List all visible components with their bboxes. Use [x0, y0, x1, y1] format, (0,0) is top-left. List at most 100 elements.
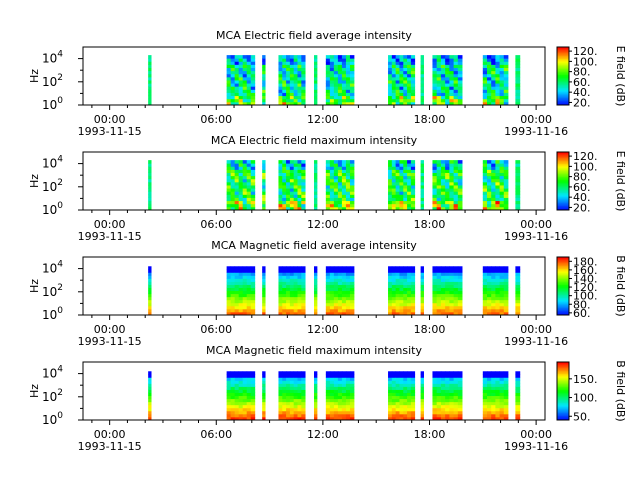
spectrogram-cell — [491, 206, 496, 210]
spectrogram-cell — [282, 404, 287, 409]
spectrogram-cell — [250, 299, 256, 304]
spectrogram-cell — [449, 374, 455, 378]
spectrogram-cell — [329, 380, 335, 384]
spectrogram-cell — [286, 389, 291, 393]
spectrogram-cell — [410, 89, 416, 93]
spectrogram-cell — [289, 269, 295, 273]
spectrogram-cell — [457, 308, 463, 313]
spectrogram-cell — [499, 89, 505, 93]
spectrogram-cell — [250, 188, 256, 192]
spectrogram-cell — [388, 302, 393, 307]
spectrogram-cell — [286, 383, 291, 387]
spectrogram-cell — [403, 206, 408, 210]
spectrogram-cell — [410, 371, 416, 375]
colorbar: 20.40.60.80.100.120. E field (dB) — [556, 150, 627, 214]
y-tick-label-exponent: 0 — [57, 306, 63, 316]
spectrogram-cell — [286, 203, 291, 208]
x-tick-label: 18:00 — [414, 113, 446, 126]
spectrogram-cell — [226, 395, 232, 400]
spectrogram-cell — [503, 374, 509, 378]
spectrogram-cell — [440, 404, 446, 409]
spectrogram-cell — [403, 101, 408, 105]
spectrogram-cell — [432, 185, 438, 189]
spectrogram-cell — [482, 169, 488, 173]
spectrogram-cell — [453, 55, 459, 59]
spectrogram-cell — [246, 398, 252, 403]
spectrogram-cell — [457, 197, 463, 202]
spectrogram-cell — [262, 194, 266, 198]
spectrogram-cell — [495, 86, 500, 90]
spectrogram-cell — [499, 395, 505, 400]
spectrogram-cell — [293, 311, 298, 315]
colorbar-segment — [557, 377, 569, 380]
spectrogram-cell — [453, 272, 459, 276]
spectrogram-cell — [495, 311, 500, 315]
spectrogram-cell — [399, 58, 404, 62]
spectrogram-cell — [403, 272, 408, 276]
spectrogram-cell — [230, 197, 236, 202]
spectrogram-cell — [289, 374, 295, 378]
spectrogram-cell — [432, 287, 438, 292]
spectrogram-cell — [226, 197, 232, 202]
spectrogram-cell — [388, 383, 393, 387]
spectrogram-cell — [333, 380, 339, 384]
spectrogram-cell — [246, 194, 252, 198]
colorbar-segment — [557, 362, 569, 364]
spectrogram-cell — [491, 194, 496, 198]
spectrogram-cell — [262, 266, 266, 270]
spectrogram-cell — [487, 296, 492, 301]
spectrogram-cell — [286, 67, 291, 72]
spectrogram-cell — [148, 89, 152, 93]
spectrogram-cell — [289, 80, 295, 84]
spectrogram-cell — [262, 206, 266, 210]
spectrogram-cell — [399, 83, 404, 87]
spectrogram-cell — [420, 371, 424, 375]
spectrogram-cell — [329, 401, 335, 406]
spectrogram-cell — [349, 296, 355, 301]
spectrogram-cell — [432, 290, 438, 295]
spectrogram-cell — [495, 172, 500, 177]
spectrogram-cell — [325, 58, 331, 62]
spectrogram-cell — [410, 266, 416, 270]
spectrogram-cell — [314, 194, 318, 198]
spectrogram-cell — [301, 386, 306, 390]
colorbar-label: E field (dB) — [614, 151, 627, 212]
colorbar-label: B field (dB) — [614, 255, 627, 316]
spectrogram-cell — [495, 80, 500, 84]
spectrogram-cell — [242, 296, 248, 301]
spectrogram-cell — [325, 95, 331, 100]
spectrogram-cell — [314, 172, 318, 177]
spectrogram-cell — [293, 64, 298, 68]
spectrogram-cell — [515, 73, 521, 78]
spectrogram-cell — [440, 389, 446, 393]
spectrogram-cell — [445, 73, 450, 78]
colorbar-segment — [557, 192, 569, 195]
spectrogram-cell — [449, 76, 455, 81]
spectrogram-cell — [242, 272, 248, 276]
spectrogram-cell — [515, 266, 521, 270]
colorbar-segment — [557, 157, 569, 160]
spectrogram-cell — [282, 374, 287, 378]
spectrogram-cell — [349, 191, 355, 195]
spectrogram-cell — [242, 398, 248, 403]
spectrogram-cell — [407, 413, 412, 418]
spectrogram-cell — [297, 98, 302, 103]
spectrogram-cell — [148, 398, 152, 403]
spectrogram-cell — [391, 61, 397, 65]
spectrogram-cell — [515, 185, 521, 189]
spectrogram-cell — [250, 296, 256, 301]
spectrogram-cell — [325, 70, 331, 75]
spectrogram-cell — [325, 101, 331, 105]
spectrogram-cell — [403, 299, 408, 304]
spectrogram-cell — [341, 404, 347, 409]
spectrogram-cell — [341, 83, 347, 87]
spectrogram-cell — [432, 197, 438, 202]
spectrogram-cell — [453, 203, 459, 208]
spectrogram-cell — [341, 89, 347, 93]
spectrogram-cell — [395, 86, 400, 90]
spectrogram-cell — [420, 80, 424, 84]
spectrogram-cell — [482, 86, 488, 90]
spectrogram-cell — [487, 70, 492, 75]
spectrogram-cell — [314, 64, 318, 68]
spectrogram-cell — [410, 272, 416, 276]
